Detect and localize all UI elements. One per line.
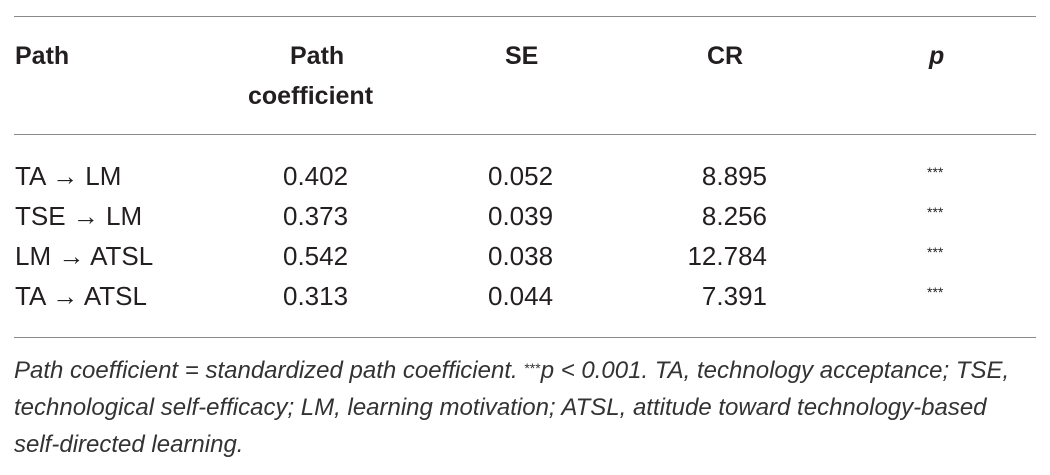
top-rule bbox=[14, 16, 1036, 17]
cell-p: *** bbox=[927, 164, 944, 180]
cell-coef: 0.313 bbox=[283, 281, 349, 311]
cell-p: *** bbox=[927, 204, 944, 220]
header-coef-line1: Path bbox=[290, 42, 345, 70]
header-path: Path bbox=[15, 42, 70, 70]
cell-coef: 0.373 bbox=[283, 201, 349, 231]
cell-cr: 8.256 bbox=[701, 201, 767, 231]
header-path-coefficient: Path coefficient bbox=[248, 36, 398, 116]
cell-cr: 8.895 bbox=[701, 161, 767, 191]
table-footnote: Path coefficient = standardized path coe… bbox=[14, 352, 1034, 463]
cell-se: 0.052 bbox=[488, 161, 554, 191]
header-coef-line2: coefficient bbox=[248, 82, 374, 110]
header-cr: CR bbox=[707, 42, 744, 70]
cell-coef: 0.542 bbox=[283, 241, 349, 271]
cell-se: 0.039 bbox=[488, 201, 554, 231]
cell-path: LM → ATSL bbox=[15, 241, 154, 271]
header-p: p bbox=[929, 42, 945, 70]
cell-path: TSE → LM bbox=[15, 201, 143, 231]
cell-cr: 12.784 bbox=[687, 241, 767, 271]
cell-coef: 0.402 bbox=[283, 161, 349, 191]
footnote-rest: p < 0.001. TA, technology acceptance; TS… bbox=[14, 357, 1010, 458]
header-rule bbox=[14, 134, 1036, 135]
cell-path: TA → ATSL bbox=[15, 281, 147, 311]
cell-se: 0.044 bbox=[488, 281, 554, 311]
cell-p: *** bbox=[927, 244, 944, 260]
cell-se: 0.038 bbox=[488, 241, 554, 271]
footnote-lead: Path coefficient = standardized path coe… bbox=[14, 357, 518, 384]
cell-cr: 7.391 bbox=[701, 281, 767, 311]
cell-path: TA → LM bbox=[15, 161, 122, 191]
bottom-rule bbox=[14, 337, 1036, 338]
header-se: SE bbox=[505, 42, 539, 70]
cell-p: *** bbox=[927, 284, 944, 300]
footnote-significance-marker: *** bbox=[524, 360, 541, 376]
